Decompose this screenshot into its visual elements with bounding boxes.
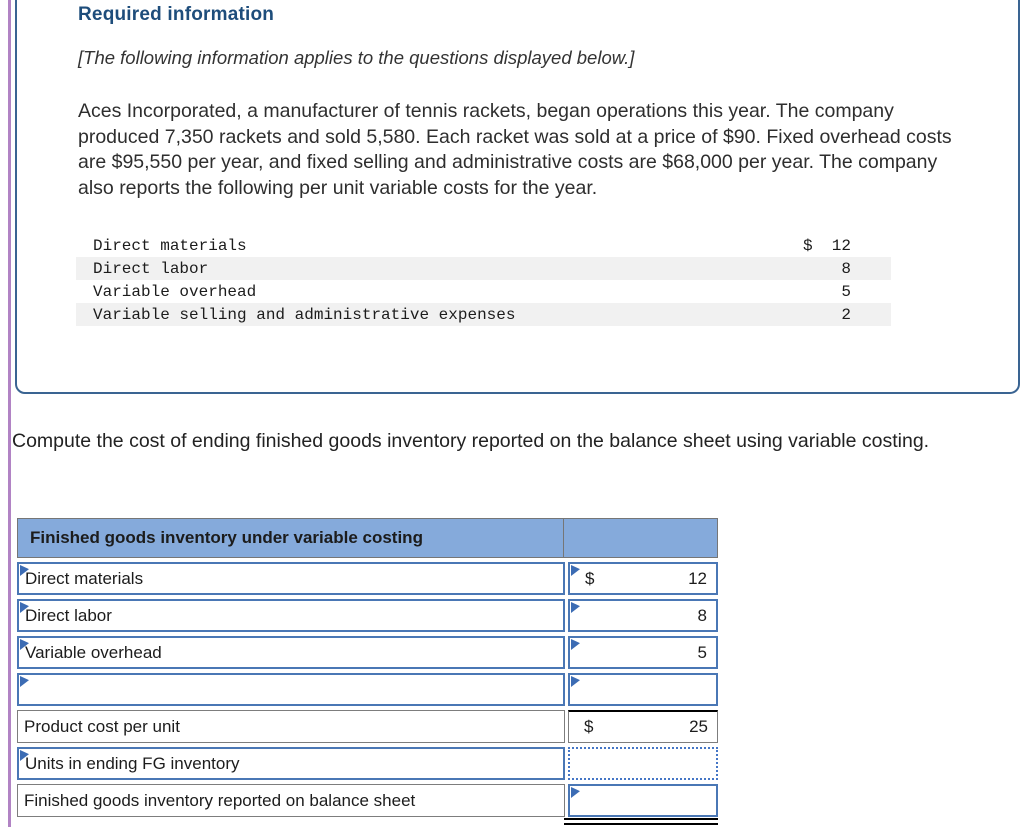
row-label: Direct materials [25, 568, 144, 588]
per-unit-cost-table: Direct materials $ 12 Direct labor 8 Var… [76, 234, 891, 326]
cost-row-amount: 8 [803, 260, 851, 278]
cost-row-value: 5 [841, 282, 851, 301]
cell-flag-icon [20, 676, 29, 687]
computed-label-cell: Product cost per unit [17, 710, 565, 743]
row-label: Variable overhead [25, 642, 162, 662]
cost-row-direct-labor: Direct labor 8 [76, 257, 891, 280]
active-value-input-cell[interactable] [568, 747, 718, 780]
currency-symbol: $ [803, 236, 813, 255]
problem-paragraph: Aces Incorporated, a manufacturer of ten… [78, 100, 952, 199]
required-info-box: Required information [The following info… [15, 0, 1020, 394]
currency-symbol: $ [584, 717, 594, 736]
computed-label-cell: Finished goods inventory reported on bal… [17, 784, 565, 817]
value-input-cell[interactable] [568, 673, 718, 706]
required-info-title: Required information [78, 4, 275, 25]
cost-row-label: Variable overhead [93, 282, 257, 301]
total-double-underline [564, 818, 718, 825]
question-prompt: Compute the cost of ending finished good… [12, 430, 930, 452]
cell-flag-icon [571, 565, 580, 576]
cost-row-value: 12 [831, 236, 851, 255]
cell-value: 12 [688, 568, 707, 588]
cell-flag-icon [20, 750, 29, 761]
cost-row-variable-overhead: Variable overhead 5 [76, 280, 891, 303]
cell-flag-icon [571, 639, 580, 650]
cell-flag-icon [20, 565, 29, 576]
cell-flag-icon [20, 602, 29, 613]
table-row-direct-materials: Direct materials $ 12 [17, 562, 718, 595]
value-input-cell[interactable]: $ 12 [568, 562, 718, 595]
applies-note: [The following information applies to th… [78, 47, 635, 68]
cell-flag-icon [571, 676, 580, 687]
value-input-cell[interactable]: 5 [568, 636, 718, 669]
cost-row-amount: 5 [803, 283, 851, 301]
label-dropdown-cell[interactable]: Variable overhead [17, 636, 565, 669]
cost-row-amount: $ 12 [803, 237, 851, 255]
cost-row-value: 2 [841, 305, 851, 324]
row-label: Finished goods inventory reported on bal… [24, 790, 416, 810]
label-dropdown-cell[interactable]: Direct materials [17, 562, 565, 595]
table-row-variable-overhead: Variable overhead 5 [17, 636, 718, 669]
cost-row-amount: 2 [803, 306, 851, 324]
cell-flag-icon [571, 602, 580, 613]
computed-value-cell: $ 25 [568, 710, 718, 743]
table-row-direct-labor: Direct labor 8 [17, 599, 718, 632]
cell-value: 25 [689, 717, 708, 736]
label-dropdown-cell[interactable] [17, 673, 565, 706]
left-accent-line [8, 0, 11, 827]
value-input-cell[interactable] [568, 784, 718, 817]
cost-row-label: Direct labor [93, 259, 209, 278]
cost-row-label: Direct materials [93, 236, 247, 255]
currency-symbol: $ [585, 568, 595, 588]
table-row-empty [17, 673, 718, 706]
label-dropdown-cell[interactable]: Direct labor [17, 599, 565, 632]
label-dropdown-cell[interactable]: Units in ending FG inventory [17, 747, 565, 780]
cost-row-variable-selling-admin: Variable selling and administrative expe… [76, 303, 891, 326]
row-label: Product cost per unit [24, 716, 180, 736]
cost-row-direct-materials: Direct materials $ 12 [76, 234, 891, 257]
cell-value: 8 [697, 605, 707, 625]
worksheet-header-value-cell [564, 519, 717, 557]
cell-flag-icon [20, 639, 29, 650]
row-label: Direct labor [25, 605, 112, 625]
cell-value: 5 [697, 642, 707, 662]
worksheet-header-row: Finished goods inventory under variable … [17, 518, 718, 558]
table-row-product-cost-per-unit: Product cost per unit $ 25 [17, 710, 718, 743]
value-input-cell[interactable]: 8 [568, 599, 718, 632]
cell-flag-icon [571, 787, 580, 798]
table-row-units-in-ending-fg-inventory: Units in ending FG inventory [17, 747, 718, 780]
cost-row-label: Variable selling and administrative expe… [93, 305, 516, 324]
table-row-fg-inventory-balance-sheet: Finished goods inventory reported on bal… [17, 784, 718, 817]
worksheet-table: Finished goods inventory under variable … [17, 518, 718, 825]
row-label: Units in ending FG inventory [25, 753, 240, 773]
worksheet-title: Finished goods inventory under variable … [18, 519, 564, 557]
cost-row-value: 8 [841, 259, 851, 278]
